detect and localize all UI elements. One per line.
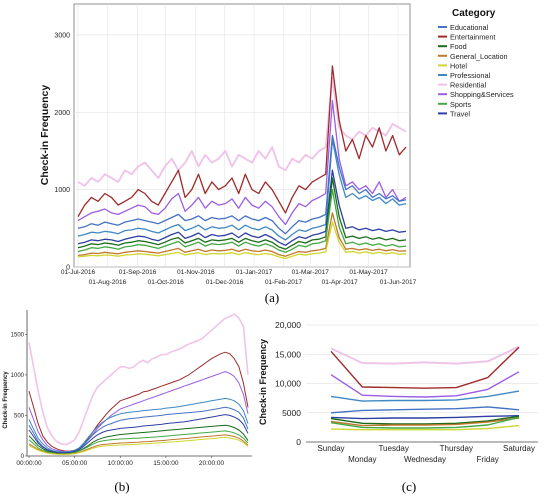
legend-label-general-location: General_Location (450, 52, 508, 61)
panel-b-y-axis-title: Check-in Frequency (3, 371, 9, 429)
panel-a-series-entertainment (77, 65, 407, 218)
panel-a-plot-frame (73, 3, 411, 268)
panel-c: 0 5000 10,000 15,000 20,000 Sunday MondayTues… (258, 320, 538, 464)
caption-c: (c) (402, 479, 416, 494)
legend-label-entertainment: Entertainment (450, 33, 495, 42)
panel-c-series-hotel (330, 424, 520, 431)
panel-a-x-tick-label: 01-Dec-2016 (206, 279, 244, 286)
panel-c-series-travel (330, 415, 520, 420)
panel-c-series-shopping-services (330, 371, 520, 398)
panel-c-x-tick-label-tuesday: Tuesday (378, 444, 408, 453)
panel-b-x-tick-label: 15:00:00 (153, 460, 179, 467)
panel-b-y-ticks: 0 500 1000 1500 (11, 332, 27, 460)
panel-a-x-tick-label: 01-Sep-2016 (119, 269, 157, 276)
panel-c-series-entertainment (330, 346, 520, 389)
panel-a-series-food (77, 177, 407, 250)
legend-label-shopping-services: Shopping&Services (450, 90, 514, 99)
panel-a-x-tick-label: 01-Mar-2017 (292, 269, 330, 276)
panel-a-x-tick-label: 01-Apr-2017 (322, 279, 359, 286)
panel-c-series-professional (330, 390, 520, 402)
panel-a-series-general-location (77, 212, 407, 257)
panel-a-y-tick-label: 2000 (54, 110, 70, 117)
legend-label-professional: Professional (450, 71, 491, 80)
panel-a-y-axis-title: Check-in Frequency (39, 85, 51, 186)
panel-b-y-tick-label: 1500 (11, 332, 25, 338)
panel-a-x-ticks: 01-Jul-2016 01-Aug-2016 01-Sep-2016 01-Oct-… (61, 269, 417, 286)
panel-a-x-tick-label: 01-Nov-2016 (177, 269, 215, 276)
legend-label-sports: Sports (450, 100, 471, 109)
panel-c-x-tick-label-sunday: Sunday (317, 444, 344, 453)
legend: Category EducationalEntertainmentFoodGen… (438, 8, 514, 118)
panel-b-y-tick-label: 0 (21, 454, 25, 460)
panel-a-y-tick-label: 0 (66, 265, 70, 272)
panel-c-x-tick-label-monday: Monday (348, 455, 376, 464)
panel-c-y-tick-label: 20,000 (275, 320, 301, 330)
legend-label-hotel: Hotel (450, 61, 467, 70)
panel-b-series-educational (28, 406, 249, 454)
panel-a-series-residential (77, 76, 407, 187)
panel-c-grid (306, 324, 538, 414)
panel-c-series-sports (330, 416, 520, 429)
panel-c-series-food (330, 415, 520, 425)
panel-c-series-residential (330, 345, 520, 365)
legend-label-food: Food (450, 42, 467, 51)
panel-a-series-shopping-services (77, 100, 407, 226)
panel-b-x-tick-label: 10:00:00 (108, 460, 134, 467)
caption-b: (b) (114, 479, 129, 494)
panel-c-series-educational (330, 406, 520, 414)
panel-c-series-general-location (330, 417, 520, 427)
panel-b-series (28, 313, 249, 455)
panel-b-series-residential (28, 313, 249, 446)
panel-a-y-ticks: 0 1000 2000 3000 (54, 32, 70, 271)
panel-c-y-tick-label: 15,000 (275, 349, 301, 359)
panel-a-x-tick-label: 01-Jan-2017 (236, 269, 273, 276)
panel-a-series-educational (77, 134, 407, 235)
panel-b-x-tick-label: 00:00:00 (16, 460, 42, 467)
panel-b-y-tick-label: 1000 (11, 373, 25, 379)
panel-c-x-tick-label-thursday: Thursday (440, 444, 473, 453)
panel-a-series (77, 65, 407, 260)
panel-a-y-tick-label: 3000 (54, 32, 70, 39)
panel-c-y-ticks: 0 5000 10,000 15,000 20,000 (275, 320, 301, 447)
panel-a-x-tick-label: 01-Oct-2016 (148, 279, 185, 286)
panel-c-y-tick-label: 10,000 (275, 379, 301, 389)
panel-c-y-axis-title: Check-in Frequency (258, 339, 268, 425)
panel-c-y-tick-label: 5000 (282, 408, 301, 418)
panel-c-x-tick-label-wednesday: Wednesday (404, 455, 446, 464)
panel-b: 0 500 1000 1500 00:00:00 05:00:00 10:00:00 15:… (3, 310, 252, 467)
panel-b-series-food (28, 424, 249, 455)
panel-c-y-tick-label: 0 (296, 437, 301, 447)
legend-label-residential: Residential (450, 81, 486, 90)
panel-b-series-professional (28, 397, 249, 453)
legend-title: Category (452, 8, 496, 19)
legend-label-travel: Travel (450, 109, 470, 118)
panel-a-x-tick-label: 01-Jul-2016 (61, 269, 96, 276)
panel-a-x-tick-label: 01-Feb-2017 (265, 279, 303, 286)
panel-c-x-tick-label-saturday: Saturday (503, 444, 535, 453)
panel-a-grid (74, 4, 410, 268)
panel-a-series-travel (77, 169, 407, 246)
panel-a-series-hotel (77, 221, 407, 260)
panel-b-series-travel (28, 414, 249, 454)
panel-a-series-sports (77, 188, 407, 253)
panel-a-x-tick-label: 01-Jun-2017 (380, 279, 417, 286)
panel-a-series-professional (77, 138, 407, 241)
panel-c-x-tick-label-friday: Friday (477, 455, 499, 464)
panel-a: 0 1000 2000 3000 01-Jul-2016 01-Aug-2016 01-S… (39, 3, 417, 286)
panel-b-series-hotel (28, 436, 249, 455)
panel-b-x-tick-label: 20:00:00 (199, 460, 225, 467)
panel-a-x-tick-label: 01-Aug-2016 (89, 279, 127, 286)
panel-b-y-tick-label: 500 (14, 413, 25, 419)
panel-b-x-ticks: 00:00:00 05:00:00 10:00:00 15:00:00 20:00:00 (16, 456, 225, 467)
panel-a-x-tick-label: 01-May-2017 (349, 269, 388, 276)
panel-c-series (330, 345, 520, 431)
caption-a: (a) (265, 290, 279, 305)
panel-a-y-tick-label: 1000 (54, 187, 70, 194)
legend-label-educational: Educational (450, 23, 489, 32)
panel-b-x-tick-label: 05:00:00 (62, 460, 88, 467)
